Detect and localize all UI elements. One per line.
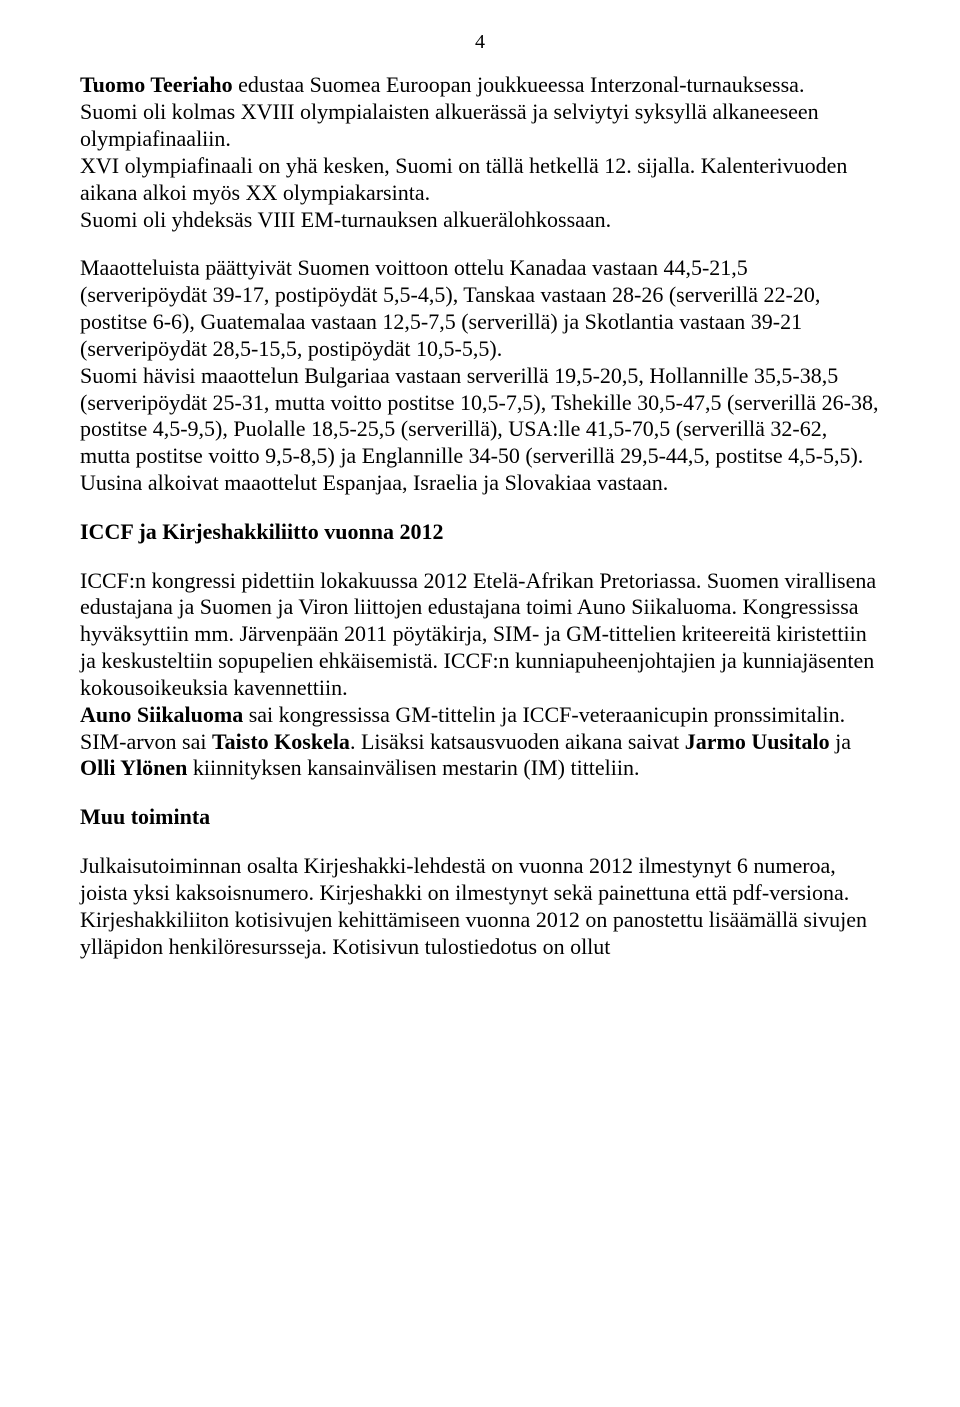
person-name: Auno Siikaluoma xyxy=(80,702,243,727)
page-number: 4 xyxy=(80,30,880,54)
person-name: Tuomo Teeriaho xyxy=(80,72,233,97)
paragraph-titles: Auno Siikaluoma sai kongressissa GM-titt… xyxy=(80,702,880,782)
heading-iccf: ICCF ja Kirjeshakkiliitto vuonna 2012 xyxy=(80,519,880,546)
person-name: Taisto Koskela xyxy=(212,729,350,754)
paragraph-intro-3: XVI olympiafinaali on yhä kesken, Suomi … xyxy=(80,153,880,207)
text-run: ja xyxy=(830,729,851,754)
paragraph-intro-1: Tuomo Teeriaho edustaa Suomea Euroopan j… xyxy=(80,72,880,99)
paragraph-matches-2: Suomi hävisi maaottelun Bulgariaa vastaa… xyxy=(80,363,880,470)
paragraph-website: Kirjeshakkiliiton kotisivujen kehittämis… xyxy=(80,907,880,961)
person-name: Jarmo Uusitalo xyxy=(685,729,830,754)
paragraph-matches-1: Maaotteluista päättyivät Suomen voittoon… xyxy=(80,255,880,362)
paragraph-congress: ICCF:n kongressi pidettiin lokakuussa 20… xyxy=(80,568,880,702)
paragraph-intro-2: Suomi oli kolmas XVIII olympialaisten al… xyxy=(80,99,880,153)
text-run: kiinnityksen kansainvälisen mestarin (IM… xyxy=(187,755,639,780)
document-page: 4 Tuomo Teeriaho edustaa Suomea Euroopan… xyxy=(0,0,960,1407)
heading-muu-toiminta: Muu toiminta xyxy=(80,804,880,831)
paragraph-publishing: Julkaisutoiminnan osalta Kirjeshakki-leh… xyxy=(80,853,880,907)
text-run: . Lisäksi katsausvuoden aikana saivat xyxy=(350,729,685,754)
paragraph-intro-4: Suomi oli yhdeksäs VIII EM-turnauksen al… xyxy=(80,207,880,234)
text-run: edustaa Suomea Euroopan joukkueessa Inte… xyxy=(233,72,805,97)
person-name: Olli Ylönen xyxy=(80,755,187,780)
paragraph-matches-3: Uusina alkoivat maaottelut Espanjaa, Isr… xyxy=(80,470,880,497)
